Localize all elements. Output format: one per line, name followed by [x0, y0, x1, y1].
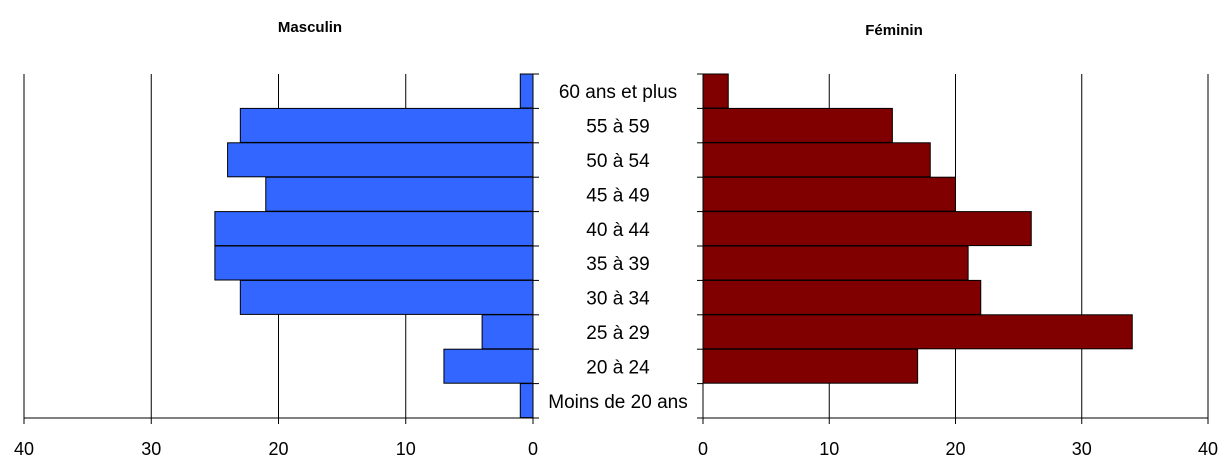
- male-bar-0: [519, 73, 534, 109]
- male-xtick-label-10: 10: [396, 439, 416, 459]
- female-chart-title: Féminin: [865, 22, 923, 39]
- labels-layer: 0 10 20 30 40 Masculin 0 10 20 30 40 Féminin 60 ans …: [14, 19, 1218, 459]
- age-category-label: Moins de 20 ans: [548, 392, 687, 413]
- female-xtick-label-10: 10: [819, 439, 839, 459]
- age-category-label: 25 à 29: [586, 323, 649, 344]
- male-bar-8: [443, 348, 534, 384]
- female-bar-4: [702, 211, 1032, 247]
- female-bar-8: [702, 348, 919, 384]
- age-category-label: 20 à 24: [586, 357, 650, 378]
- male-bar-5: [214, 245, 534, 281]
- male-bar-7: [481, 314, 534, 350]
- age-category-label: 60 ans et plus: [559, 82, 677, 103]
- female-bar-7: [702, 314, 1133, 350]
- male-bar-2: [227, 142, 534, 178]
- female-bar-3: [702, 176, 956, 212]
- male-bar-3: [265, 176, 534, 212]
- male-xtick-label-0: 0: [528, 439, 538, 459]
- female-bar-5: [702, 245, 969, 281]
- age-category-label: 55 à 59: [586, 117, 649, 138]
- bars-layer: [214, 73, 1133, 419]
- male-bar-1: [239, 107, 534, 143]
- female-bar-0: [702, 73, 729, 109]
- male-bar-4: [214, 211, 534, 247]
- age-category-label: 30 à 34: [586, 289, 650, 310]
- axes-layer: [23, 73, 1209, 424]
- male-bar-9: [519, 383, 534, 419]
- male-xtick-label-20: 20: [268, 439, 288, 459]
- female-xtick-label-0: 0: [698, 439, 708, 459]
- male-chart-title: Masculin: [278, 19, 342, 36]
- age-category-label: 35 à 39: [586, 254, 649, 275]
- male-xtick-label-40: 40: [14, 439, 34, 459]
- female-xtick-label-20: 20: [945, 439, 965, 459]
- age-category-label: 50 à 54: [586, 151, 650, 172]
- male-xtick-label-30: 30: [141, 439, 161, 459]
- female-bar-6: [702, 279, 982, 315]
- age-category-label: 45 à 49: [586, 185, 649, 206]
- female-bar-1: [702, 107, 893, 143]
- female-xtick-label-40: 40: [1198, 439, 1218, 459]
- female-bar-2: [702, 142, 931, 178]
- male-bar-6: [239, 279, 534, 315]
- age-category-label: 40 à 44: [586, 220, 650, 241]
- female-xtick-label-30: 30: [1072, 439, 1092, 459]
